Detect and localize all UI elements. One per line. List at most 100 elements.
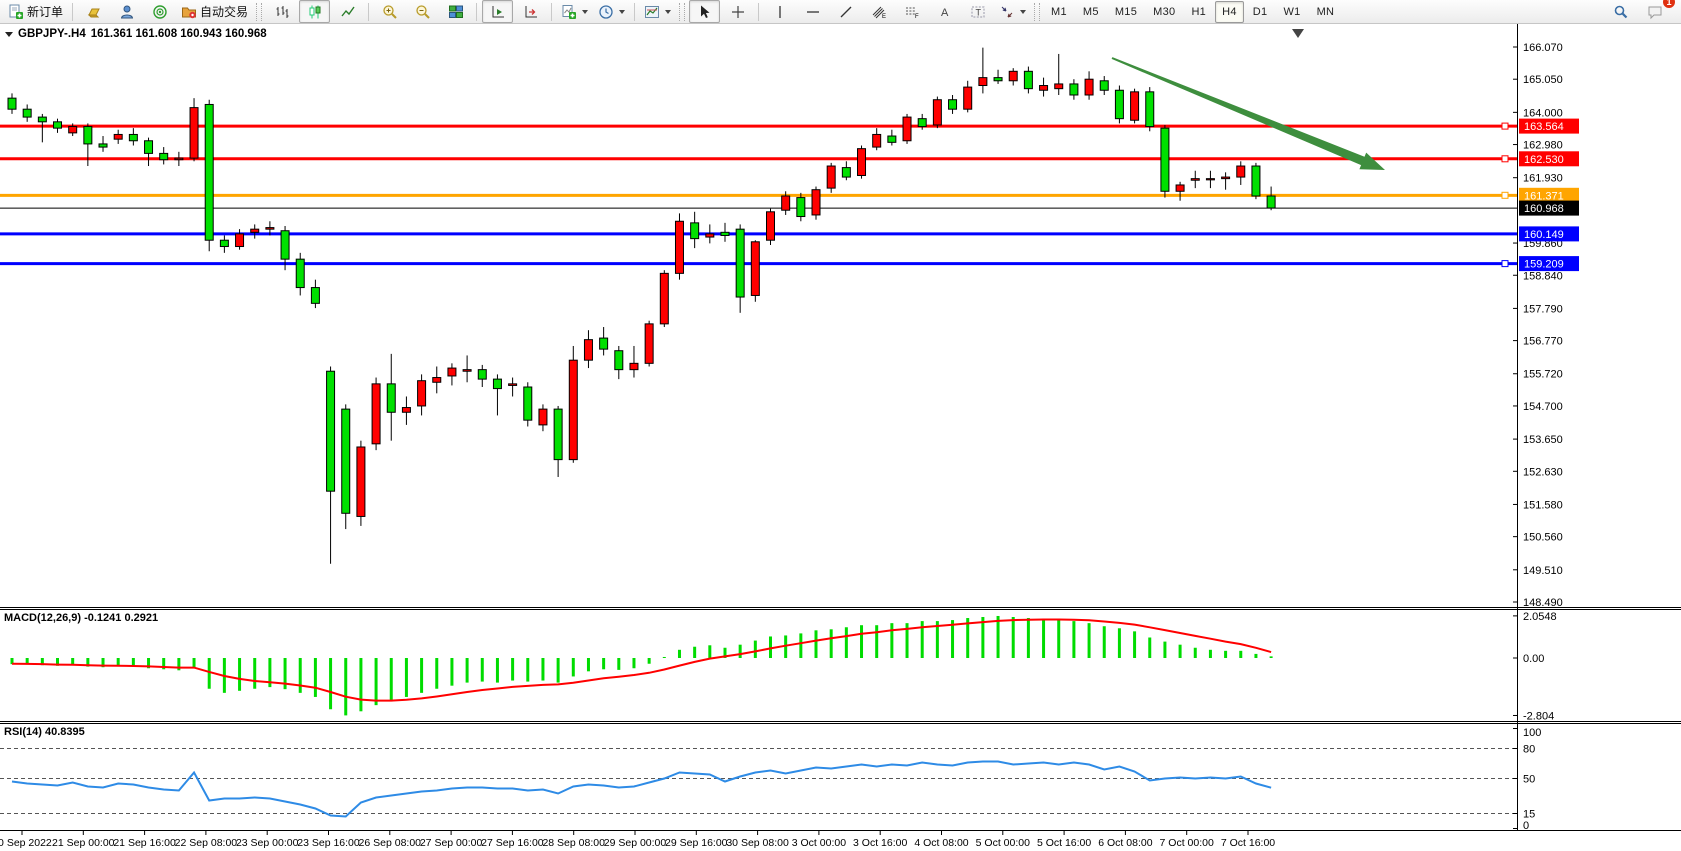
macd-axis[interactable]: 2.0548 0.00 -2.804 — [1513, 611, 1557, 723]
fibonacci-icon: F — [905, 7, 919, 20]
svg-text:0: 0 — [1523, 820, 1529, 832]
svg-text:23 Sep 00:00: 23 Sep 00:00 — [236, 837, 299, 849]
notifications-button[interactable]: 1 — [1640, 0, 1675, 23]
timeframe-mn[interactable]: MN — [1316, 5, 1335, 18]
chevron-down-icon — [619, 9, 626, 14]
timeframe-w1[interactable]: W1 — [1283, 5, 1301, 18]
chat-bubble-icon — [1648, 6, 1662, 19]
market-watch-button[interactable] — [78, 0, 109, 23]
timeframe-m30[interactable]: M30 — [1153, 5, 1176, 18]
svg-text:21 Sep 16:00: 21 Sep 16:00 — [113, 837, 176, 849]
zoom-in-button[interactable] — [374, 0, 405, 23]
timeframe-d1[interactable]: D1 — [1252, 5, 1268, 18]
new-chart-button[interactable] — [557, 0, 592, 23]
svg-text:50: 50 — [1523, 774, 1535, 786]
svg-text:21 Sep 00:00: 21 Sep 00:00 — [52, 837, 115, 849]
new-order-icon — [9, 4, 23, 19]
timeframe-m1[interactable]: M1 — [1051, 5, 1067, 18]
axis-frame — [0, 24, 1681, 831]
channel-button[interactable]: E — [863, 0, 894, 23]
rsi-axis[interactable]: 100 80 50 150 — [1513, 727, 1541, 832]
timeframe-h1[interactable]: H1 — [1191, 5, 1207, 18]
svg-text:7 Oct 16:00: 7 Oct 16:00 — [1221, 837, 1275, 849]
svg-text:0.00: 0.00 — [1523, 653, 1544, 665]
toolbar-grip — [679, 2, 686, 21]
autotrade-button[interactable]: 自动交易 — [177, 0, 252, 23]
svg-text:A: A — [941, 7, 949, 19]
zoom-out-button[interactable] — [407, 0, 438, 23]
horizontal-line-button[interactable] — [797, 0, 828, 23]
svg-text:27 Sep 16:00: 27 Sep 16:00 — [481, 837, 544, 849]
svg-text:22 Sep 08:00: 22 Sep 08:00 — [175, 837, 238, 849]
svg-text:5 Oct 00:00: 5 Oct 00:00 — [976, 837, 1030, 849]
search-button[interactable] — [1605, 0, 1636, 23]
svg-text:7 Oct 00:00: 7 Oct 00:00 — [1160, 837, 1214, 849]
svg-text:154.700: 154.700 — [1523, 401, 1563, 413]
line-chart-button[interactable] — [332, 0, 363, 23]
svg-text:164.000: 164.000 — [1523, 107, 1563, 119]
timeframe-h4[interactable]: H4 — [1215, 0, 1244, 23]
fibonacci-button[interactable]: F — [896, 0, 927, 23]
clock-icon — [599, 4, 613, 19]
separator — [368, 2, 370, 21]
text-icon: A — [941, 7, 949, 19]
svg-text:2.0548: 2.0548 — [1523, 611, 1557, 623]
new-order-button[interactable]: 新订单 — [4, 0, 67, 23]
chart-dropdown-icon[interactable] — [5, 31, 13, 37]
auto-scroll-button[interactable] — [482, 0, 514, 23]
text-label-button[interactable]: T — [962, 0, 993, 23]
horizontal-line-icon — [806, 10, 819, 13]
cursor-icon — [700, 5, 710, 18]
chevron-down-icon — [1020, 9, 1027, 14]
svg-text:158.840: 158.840 — [1523, 270, 1563, 282]
timeframe-m5[interactable]: M5 — [1082, 5, 1099, 18]
cursor-button[interactable] — [689, 0, 721, 23]
vertical-line-icon — [778, 5, 781, 18]
svg-text:23 Sep 16:00: 23 Sep 16:00 — [297, 837, 360, 849]
svg-text:148.490: 148.490 — [1523, 597, 1563, 609]
text-button[interactable]: A — [929, 0, 960, 23]
svg-text:159.209: 159.209 — [1524, 259, 1564, 271]
timeframe-m15[interactable]: M15 — [1114, 5, 1138, 18]
candle-chart-button[interactable] — [299, 0, 331, 23]
price-axis[interactable]: 166.070165.050164.000162.980161.930159.8… — [1513, 42, 1563, 609]
panel-separators[interactable] — [0, 607, 1681, 724]
svg-text:152.630: 152.630 — [1523, 466, 1563, 478]
svg-text:15: 15 — [1523, 809, 1535, 821]
bar-chart-button[interactable] — [266, 0, 297, 23]
separator — [758, 2, 760, 21]
rsi-level-lines — [0, 748, 1517, 814]
rsi-line — [11, 760, 1272, 818]
svg-text:29 Sep 16:00: 29 Sep 16:00 — [665, 837, 728, 849]
toolbar-right-group: 1 — [1605, 0, 1677, 23]
tile-windows-button[interactable] — [440, 0, 471, 23]
horizontal-line-objects[interactable] — [0, 124, 1517, 266]
autotrade-label: 自动交易 — [200, 5, 249, 19]
vertical-line-button[interactable] — [764, 0, 795, 23]
autotrade-icon — [182, 7, 197, 18]
svg-text:149.510: 149.510 — [1523, 565, 1563, 577]
svg-text:166.070: 166.070 — [1523, 42, 1563, 54]
svg-text:161.930: 161.930 — [1523, 173, 1563, 185]
auto-scroll-icon — [492, 5, 504, 17]
zoom-in-icon — [382, 4, 397, 19]
svg-text:100: 100 — [1523, 727, 1541, 739]
signals-button[interactable] — [144, 0, 175, 23]
crosshair-button[interactable] — [722, 0, 753, 23]
arrows-button[interactable] — [995, 0, 1030, 23]
notification-badge: 1 — [1663, 0, 1675, 8]
svg-text:-2.804: -2.804 — [1523, 711, 1554, 723]
arrow-objects-icon — [1001, 6, 1013, 17]
periods-button[interactable] — [594, 0, 629, 23]
trendline-button[interactable] — [830, 0, 861, 23]
gold-icon — [87, 8, 100, 17]
svg-text:E: E — [882, 14, 886, 20]
templates-button[interactable] — [640, 0, 675, 23]
signal-icon — [152, 4, 167, 19]
accounts-button[interactable] — [111, 0, 142, 23]
chart-shift-button[interactable] — [515, 0, 546, 23]
trend-arrow-annotation[interactable] — [1111, 57, 1385, 170]
